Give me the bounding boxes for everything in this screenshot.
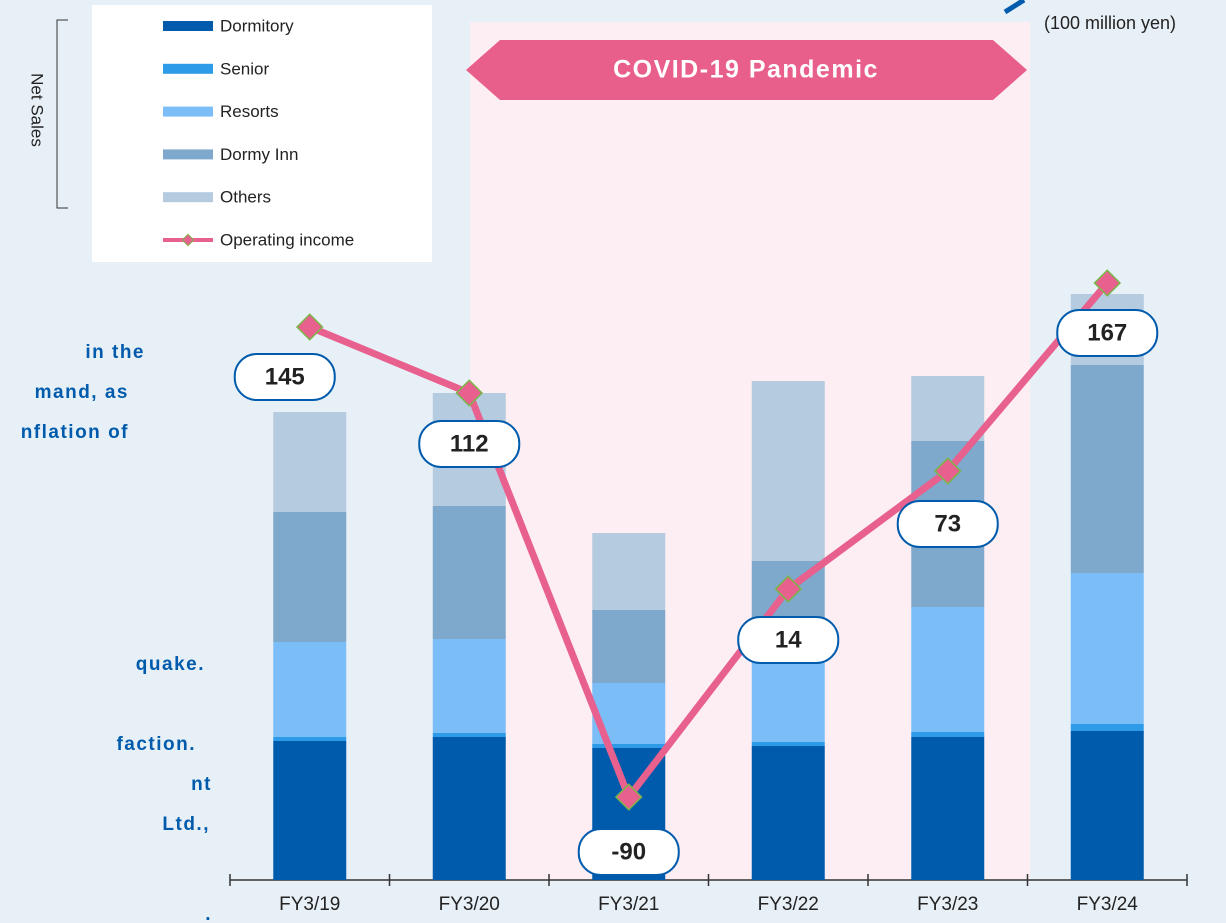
x-tick-label: FY3/24	[1077, 894, 1139, 915]
arrow-fragment	[1003, 0, 1026, 15]
bar-segment	[273, 642, 347, 737]
side-text: faction.	[116, 734, 196, 755]
x-tick-label: FY3/23	[917, 894, 978, 915]
bar-segment	[751, 381, 825, 561]
value-label-box	[577, 828, 680, 876]
legend-swatch	[163, 192, 213, 203]
side-text: nflation of	[21, 422, 129, 443]
bar-segment	[911, 376, 985, 441]
marker	[1093, 269, 1122, 297]
bar-segment	[592, 610, 666, 683]
value-label-box	[1056, 309, 1159, 357]
bar-segment	[592, 533, 666, 610]
value-label: 112	[450, 430, 489, 457]
value-label: 145	[265, 363, 305, 390]
x-tick-label: FY3/20	[439, 894, 500, 915]
bar-segment	[1070, 731, 1144, 880]
side-text: quake.	[136, 654, 205, 675]
legend-swatch	[163, 63, 213, 74]
legend-swatch	[163, 106, 213, 117]
bar-segment	[1070, 573, 1144, 724]
bar-segment	[751, 746, 825, 880]
side-text: mand, as	[35, 382, 129, 403]
line	[308, 280, 1110, 801]
bar-segment	[1070, 365, 1144, 573]
x-tick-label: FY3/22	[758, 894, 819, 915]
legend-label: Operating income	[220, 230, 354, 249]
legend	[92, 5, 432, 262]
unit-label: (100 million yen)	[1044, 13, 1176, 33]
bar-segment	[911, 737, 985, 880]
marker	[933, 457, 962, 485]
x-tick-label: FY3/21	[598, 894, 659, 915]
legend-label: Dormy Inn	[220, 145, 298, 164]
bar-segment	[273, 512, 347, 642]
bar-segment	[592, 744, 666, 748]
bar-segment	[432, 639, 506, 733]
side-text: .	[205, 904, 212, 923]
bar-segment	[273, 737, 347, 741]
legend-swatch	[163, 149, 213, 160]
legend-marker	[181, 233, 195, 247]
bar-segment	[1070, 724, 1144, 731]
bar-segment	[751, 742, 825, 746]
marker	[295, 313, 324, 341]
legend-swatch	[163, 21, 213, 31]
value-label-box	[896, 500, 999, 548]
value-label-box	[233, 353, 336, 401]
value-label: 167	[1087, 319, 1127, 346]
value-label: 73	[934, 510, 961, 537]
covid-banner	[466, 40, 1027, 100]
bar-segment	[273, 412, 347, 512]
x-tick-label: FY3/19	[279, 894, 340, 915]
side-text: nt	[191, 774, 212, 795]
legend-label: Others	[220, 188, 271, 207]
value-label-box	[737, 616, 840, 664]
legend-label: Resorts	[220, 102, 279, 121]
marker	[455, 379, 484, 407]
bar-segment	[911, 607, 985, 732]
bar-segment	[911, 732, 985, 737]
bar-segment	[432, 737, 506, 880]
bar-segment	[432, 733, 506, 737]
marker	[614, 783, 643, 811]
legend-label: Dormitory	[220, 16, 294, 35]
marker	[774, 575, 803, 603]
bar-segment	[273, 741, 347, 880]
value-label: 14	[775, 626, 802, 653]
side-text: Ltd.,	[162, 814, 210, 835]
legend-group-label: Net Sales	[28, 73, 47, 147]
legend-label: Senior	[220, 59, 269, 78]
bar-segment	[432, 506, 506, 639]
covid-label: COVID-19 Pandemic	[613, 56, 879, 84]
legend-bracket	[56, 19, 68, 209]
side-text: in the	[85, 342, 145, 363]
value-label: -90	[611, 838, 646, 865]
value-label-box	[418, 420, 521, 468]
